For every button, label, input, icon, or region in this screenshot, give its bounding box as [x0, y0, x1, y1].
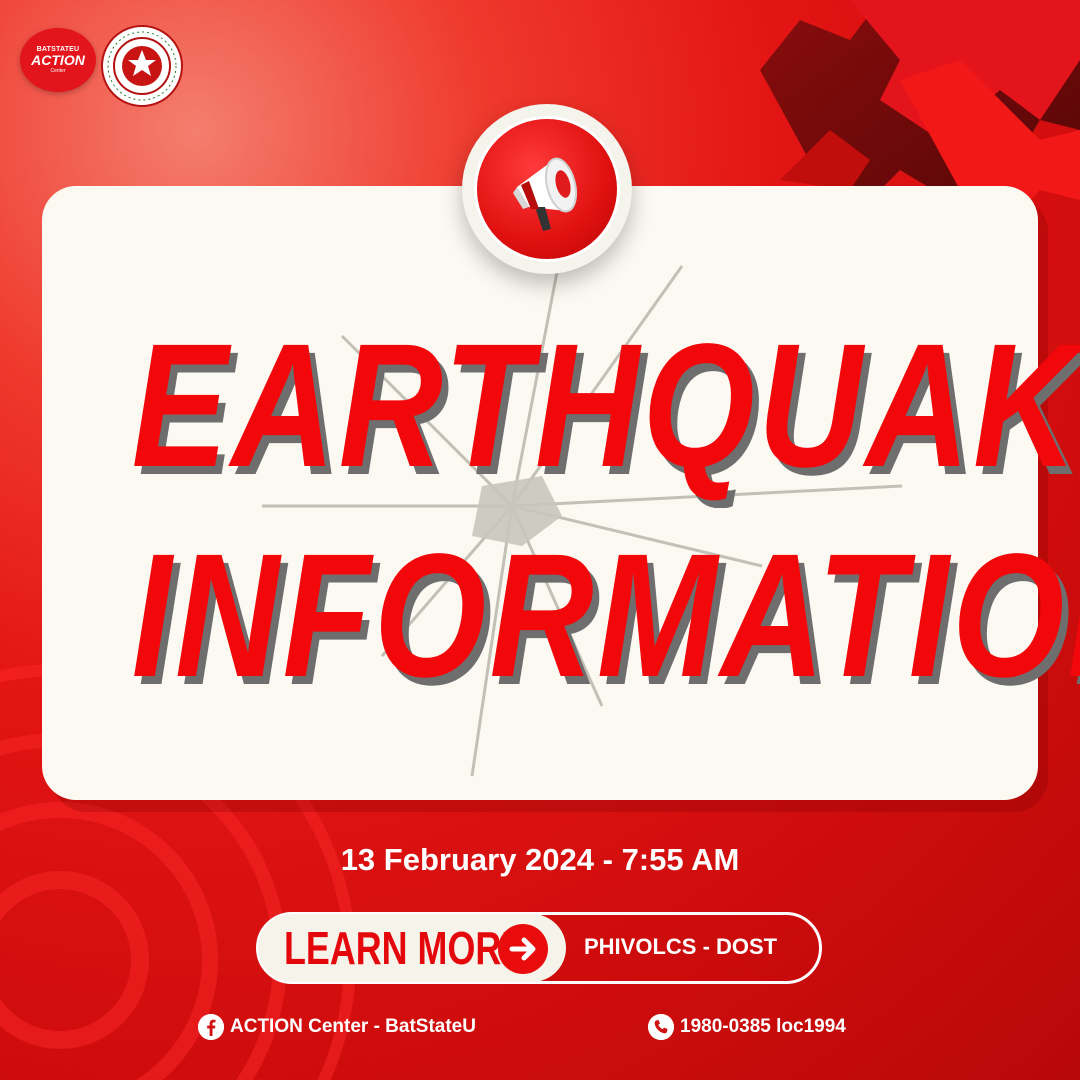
arrow-right-glyph	[509, 937, 536, 961]
footer-facebook[interactable]: ACTION Center - BatStateU	[198, 1014, 476, 1040]
megaphone-icon	[513, 157, 578, 231]
arrow-right-icon[interactable]	[498, 924, 548, 974]
logo-bottom-text: Center	[50, 68, 66, 74]
phone-label: 1980-0385 loc1994	[680, 1016, 846, 1037]
logo-top-text: BATSTATEU	[36, 46, 80, 53]
headline-line-2: INFORMATION	[131, 518, 1080, 714]
date-time: 13 February 2024 - 7:55 AM	[340, 842, 740, 877]
footer-phone[interactable]: 1980-0385 loc1994	[648, 1014, 846, 1040]
phone-icon	[648, 1014, 674, 1040]
headline-line-1: EARTHQUAKE	[131, 308, 1080, 504]
university-seal-icon	[101, 25, 183, 107]
facebook-icon	[198, 1014, 224, 1040]
headline-card	[42, 186, 1038, 800]
source-label: PHIVOLCS - DOST	[584, 934, 778, 959]
learn-more-label: LEARN MORE	[284, 922, 526, 974]
megaphone-circle	[474, 116, 620, 262]
action-center-logo: BATSTATEU ACTION Center	[20, 28, 96, 92]
megaphone-badge	[462, 104, 632, 274]
facebook-label: ACTION Center - BatStateU	[230, 1016, 476, 1037]
cracked-glass-graphic	[262, 245, 903, 777]
logo-main-text: ACTION	[31, 52, 85, 68]
